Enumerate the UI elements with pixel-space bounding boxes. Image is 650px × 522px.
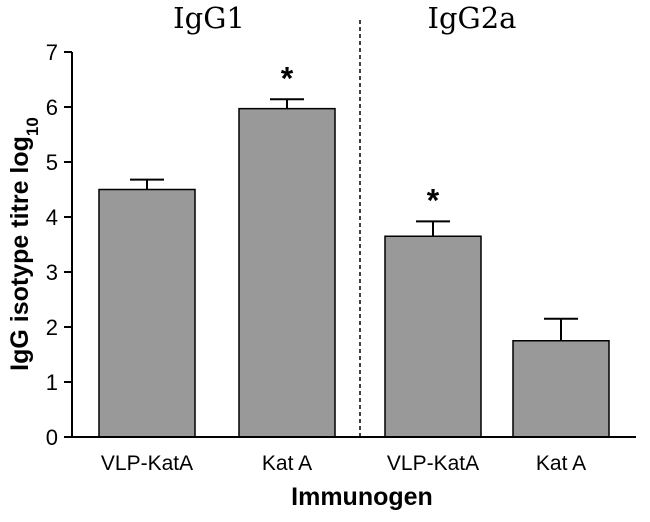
y-ticks-layer: 0 1 2 3 4 5 6 7 [46, 40, 72, 450]
significance-marker-2: * [281, 60, 294, 96]
y-tick-label-3: 3 [46, 260, 58, 285]
x-tick-label-1: VLP-KatA [101, 452, 193, 475]
bar-4 [512, 340, 610, 438]
x-labels-layer: VLP-KatA Kat A VLP-KatA Kat A [101, 452, 586, 475]
bars-layer [98, 107, 610, 438]
bar-3 [384, 235, 482, 438]
y-tick-label-1: 1 [46, 370, 58, 395]
y-tick-label-5: 5 [46, 150, 58, 175]
y-tick-label-6: 6 [46, 95, 58, 120]
x-axis-title: Immunogen [291, 483, 433, 511]
x-tick-label-4: Kat A [536, 452, 586, 475]
y-tick-label-2: 2 [46, 315, 58, 340]
group-title-igg2a: IgG2a [428, 1, 517, 35]
x-tick-label-2: Kat A [262, 452, 312, 475]
y-axis-title-subscript: 10 [23, 117, 42, 136]
y-tick-label-4: 4 [46, 205, 58, 230]
group-title-igg1: IgG1 [173, 1, 245, 35]
y-tick-label-7: 7 [46, 40, 58, 65]
significance-layer: ** [281, 60, 440, 218]
y-axis-title-main: IgG isotype titre log [6, 136, 34, 371]
bar-1 [98, 188, 196, 438]
significance-marker-3: * [427, 182, 440, 218]
bar-2 [238, 107, 336, 438]
error-bars-layer [130, 98, 578, 341]
y-axis-title: IgG isotype titre log10 [6, 117, 42, 371]
y-tick-label-0: 0 [46, 425, 58, 450]
x-tick-label-3: VLP-KatA [387, 452, 479, 475]
